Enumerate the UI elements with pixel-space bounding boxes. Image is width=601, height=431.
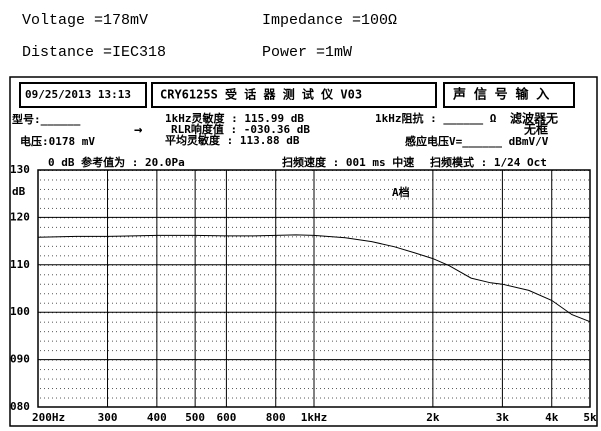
y-tick-label: 120 xyxy=(10,210,30,223)
y-tick-label: 100 xyxy=(10,305,30,318)
instrument: CRY6125S 受 话 器 测 试 仪 V03 xyxy=(160,87,362,102)
x-tick-label: 200Hz xyxy=(32,411,65,424)
header-box xyxy=(151,82,437,108)
info: 1kHz阻抗 : ______ Ω xyxy=(375,111,497,125)
reading: Distance =IEC318 xyxy=(22,44,166,61)
info: 1kHz灵敏度 : 115.99 dB xyxy=(165,111,304,125)
header-box xyxy=(19,82,147,108)
y-axis-label: dB xyxy=(12,185,26,198)
x-tick-label: 5k xyxy=(583,411,597,424)
info: 0 dB 参考值为 : 20.0Pa xyxy=(48,155,185,169)
info: 型号:______ xyxy=(12,112,81,126)
reading: Voltage =178mV xyxy=(22,12,148,29)
info: 滤波器无 xyxy=(510,111,558,126)
info: RLR响度值 : -030.36 dB xyxy=(171,122,310,136)
datetime: 09/25/2013 13:13 xyxy=(25,88,131,101)
info: 平均灵敏度 : 113.88 dB xyxy=(165,133,300,147)
info: 扫频模式 : 1/24 Oct xyxy=(430,155,547,169)
info: 电压:0178 mV xyxy=(20,134,95,148)
x-tick-label: 300 xyxy=(98,411,118,424)
x-tick-label: 2k xyxy=(426,411,440,424)
input-mode: 声 信 号 输 入 xyxy=(452,87,549,103)
x-tick-label: 500 xyxy=(185,411,205,424)
x-tick-label: 3k xyxy=(496,411,510,424)
y-tick-label: 090 xyxy=(10,353,30,366)
header-box xyxy=(443,82,575,108)
x-tick-label: 400 xyxy=(147,411,167,424)
y-tick-label: 110 xyxy=(10,258,30,271)
x-tick-label: 800 xyxy=(266,411,286,424)
y-tick-label: 080 xyxy=(10,400,30,413)
info: 感应电压V=______ dBmV/V xyxy=(405,134,549,148)
panel-border xyxy=(9,76,598,427)
x-tick-label: 1kHz xyxy=(301,411,328,424)
x-tick-label: 4k xyxy=(545,411,559,424)
y-tick-label: 130 xyxy=(10,163,30,176)
curve xyxy=(37,234,591,323)
x-tick-label: 600 xyxy=(216,411,236,424)
reading: Power =1mW xyxy=(262,44,352,61)
reading: Impedance =100Ω xyxy=(262,12,397,29)
info: 扫频速度 : 001 ms 中速 xyxy=(282,155,414,169)
info: 无框 xyxy=(523,122,548,137)
annotation: A档 xyxy=(392,185,410,199)
arrow: → xyxy=(134,122,142,138)
